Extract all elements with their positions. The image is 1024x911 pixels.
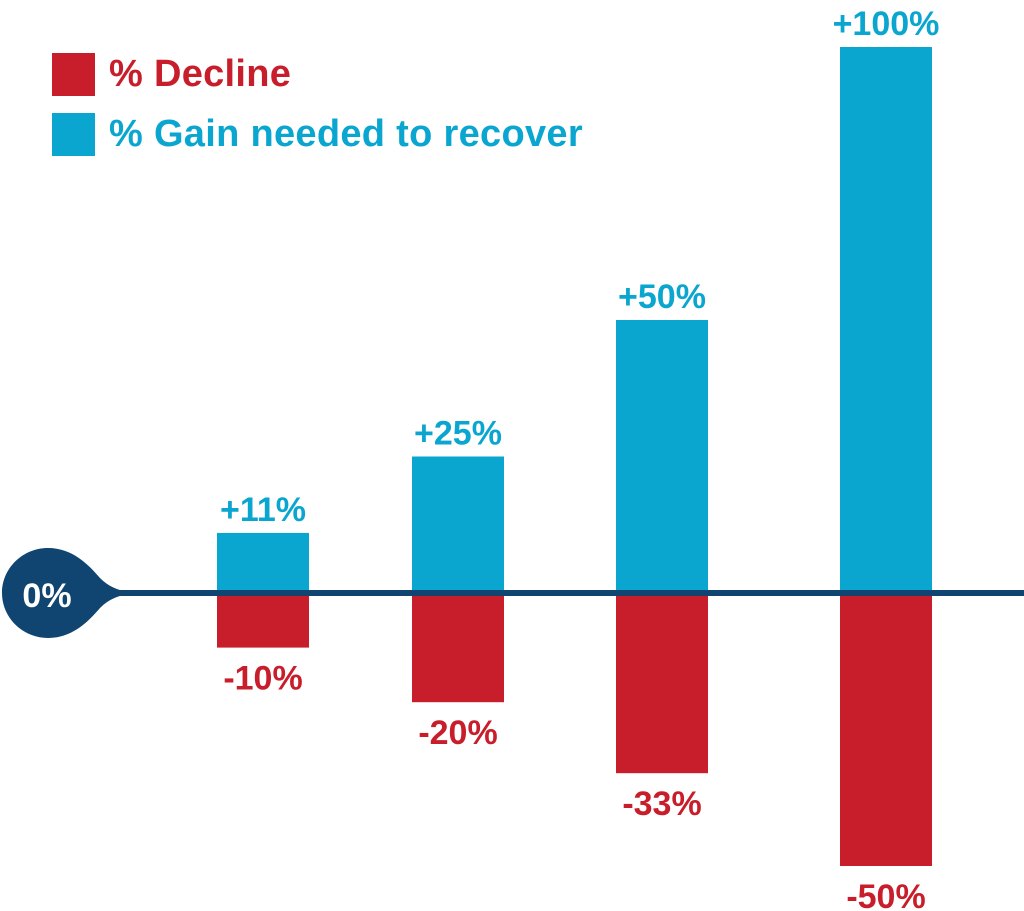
bars-group — [217, 47, 932, 866]
data-labels-group: +11% +25% +50% +100% -10% -20% -33% -50% — [220, 5, 939, 911]
legend-item-gain: % Gain needed to recover — [52, 112, 583, 156]
data-label-decline-2: -33% — [622, 785, 701, 823]
bar-gain-2 — [616, 320, 708, 593]
data-label-gain-2: +50% — [618, 278, 706, 316]
bar-gain-0 — [217, 532, 309, 593]
data-label-decline-1: -20% — [418, 714, 497, 752]
bar-decline-0 — [217, 593, 309, 648]
data-label-decline-0: -10% — [223, 660, 302, 698]
zero-badge — [2, 548, 134, 638]
data-label-gain-1: +25% — [414, 415, 502, 453]
zero-axis-line — [100, 590, 1024, 596]
bar-gain-1 — [412, 456, 504, 593]
legend-swatch-decline — [52, 52, 95, 96]
zero-axis: 0% — [2, 548, 1024, 638]
bar-decline-2 — [616, 593, 708, 774]
data-label-gain-3: +100% — [833, 5, 940, 43]
legend-item-decline: % Decline — [52, 52, 583, 96]
bar-gain-3 — [840, 47, 932, 593]
bar-decline-1 — [412, 593, 504, 703]
legend: % Decline % Gain needed to recover — [52, 52, 583, 172]
legend-label-decline: % Decline — [109, 52, 292, 95]
legend-swatch-gain — [52, 112, 95, 156]
bar-decline-3 — [840, 593, 932, 866]
data-label-decline-3: -50% — [846, 878, 925, 911]
data-label-gain-0: +11% — [220, 491, 306, 529]
zero-label: 0% — [22, 577, 71, 615]
legend-label-gain: % Gain needed to recover — [109, 112, 583, 155]
